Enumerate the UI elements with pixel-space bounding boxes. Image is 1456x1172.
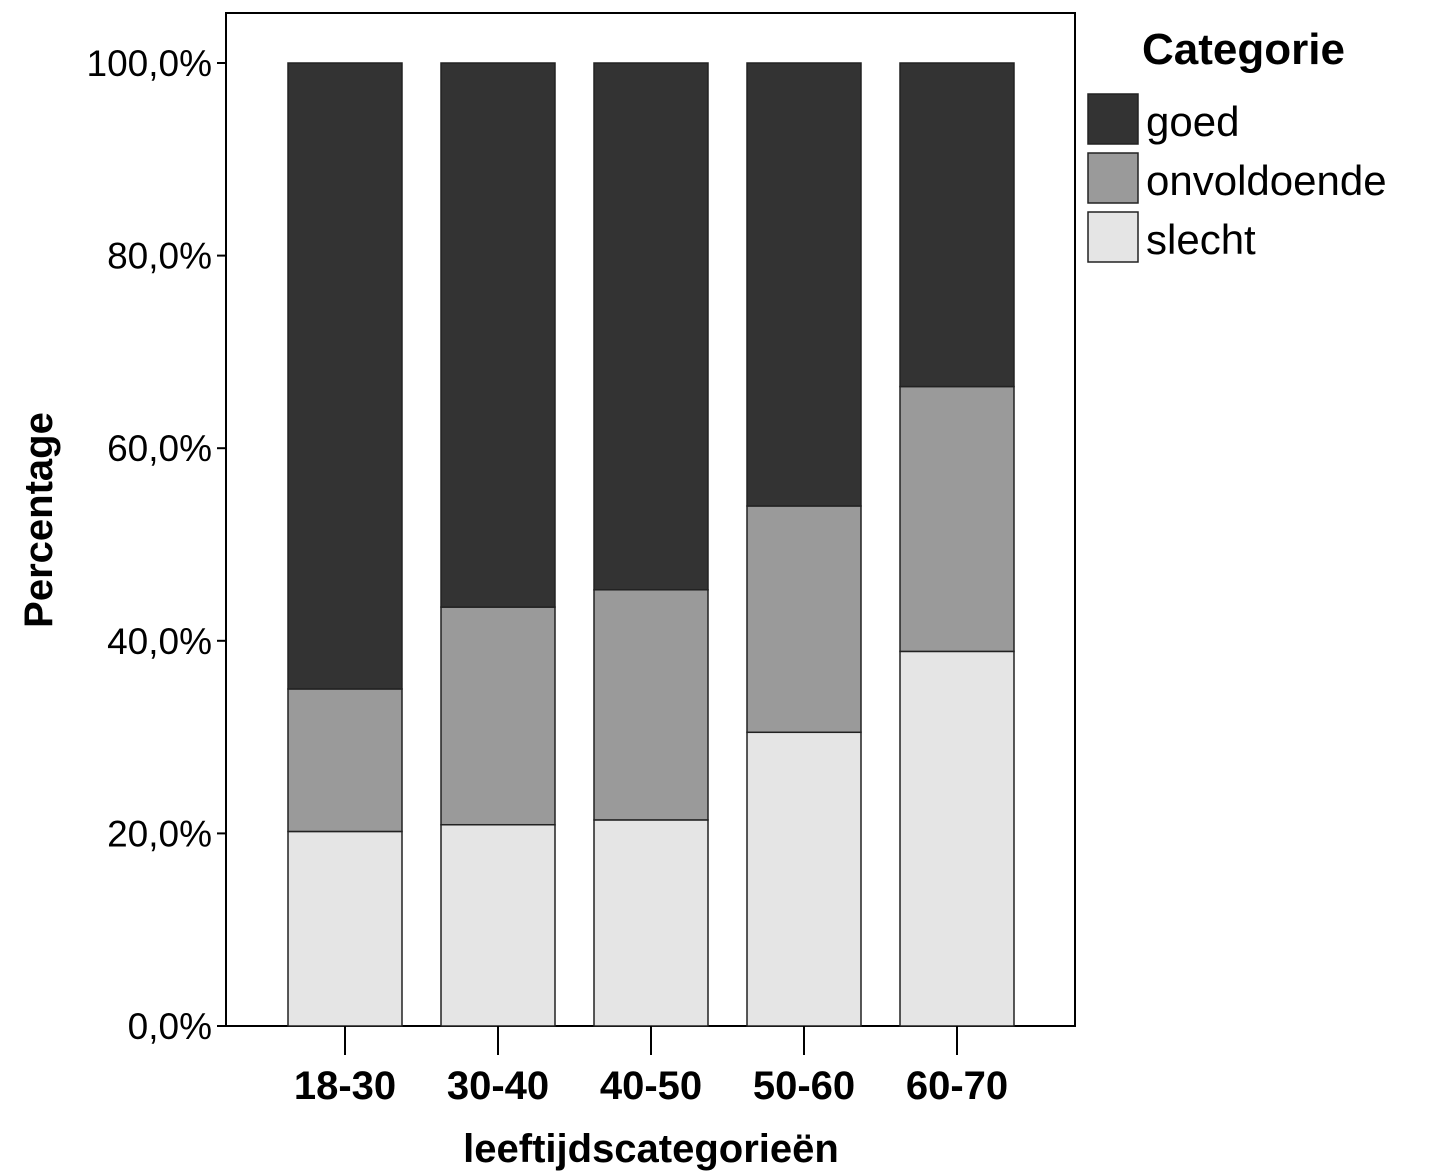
legend-title: Categorie bbox=[1142, 25, 1345, 74]
x-category-label: 60-70 bbox=[906, 1064, 1008, 1108]
legend-label-goed: goed bbox=[1146, 98, 1239, 145]
legend: Categorie goed onvoldoende slecht bbox=[1087, 25, 1387, 263]
bar-segment-goed-18-30 bbox=[287, 62, 403, 690]
bar-segment-goed-60-70 bbox=[899, 62, 1015, 388]
bar-segment-onvoldoende-40-50 bbox=[593, 589, 709, 821]
bar-segment-slecht-40-50 bbox=[593, 819, 709, 1027]
bar-segment-goed-30-40 bbox=[440, 62, 556, 608]
y-tick-label: 100,0% bbox=[87, 43, 213, 84]
bar-stacks bbox=[287, 62, 1015, 1027]
legend-label-slecht: slecht bbox=[1146, 216, 1256, 263]
y-tick-label: 20,0% bbox=[107, 813, 212, 854]
x-category-label: 18-30 bbox=[294, 1064, 396, 1108]
bar-segment-goed-50-60 bbox=[746, 62, 862, 507]
bar-segment-goed-40-50 bbox=[593, 62, 709, 591]
bar-segment-onvoldoende-30-40 bbox=[440, 606, 556, 826]
y-tick-label: 80,0% bbox=[107, 236, 212, 277]
x-axis-ticks: 18-30 30-40 40-50 50-60 60-70 bbox=[294, 1026, 1008, 1108]
x-category-label: 40-50 bbox=[600, 1064, 702, 1108]
legend-label-onvoldoende: onvoldoende bbox=[1146, 157, 1387, 204]
y-tick-label: 0,0% bbox=[128, 1006, 212, 1047]
legend-swatch-onvoldoende bbox=[1087, 152, 1139, 204]
x-axis-title: leeftijdscategorieën bbox=[463, 1127, 839, 1171]
bar-segment-slecht-50-60 bbox=[746, 731, 862, 1027]
legend-swatch-slecht bbox=[1087, 211, 1139, 263]
bar-segment-onvoldoende-60-70 bbox=[899, 385, 1015, 653]
y-tick-label: 60,0% bbox=[107, 428, 212, 469]
legend-swatch-goed bbox=[1087, 93, 1139, 145]
y-axis-title: Percentage bbox=[17, 412, 61, 628]
bar-segment-slecht-60-70 bbox=[899, 650, 1015, 1027]
x-category-label: 30-40 bbox=[447, 1064, 549, 1108]
y-tick-label: 40,0% bbox=[107, 621, 212, 662]
bar-segment-slecht-30-40 bbox=[440, 823, 556, 1027]
y-axis-ticks: 0,0% 20,0% 40,0% 60,0% 80,0% 100,0% bbox=[87, 43, 226, 1047]
bar-segment-onvoldoende-18-30 bbox=[287, 688, 403, 833]
x-category-label: 50-60 bbox=[753, 1064, 855, 1108]
bar-segment-slecht-18-30 bbox=[287, 830, 403, 1027]
bar-segment-onvoldoende-50-60 bbox=[746, 505, 862, 734]
